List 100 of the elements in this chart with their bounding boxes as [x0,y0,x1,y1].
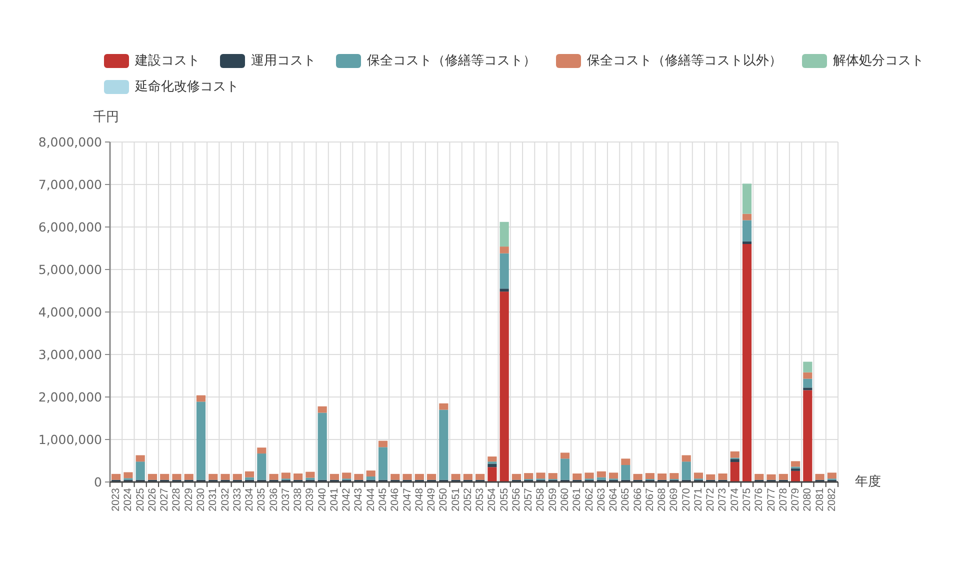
y-tick-label: 5,000,000 [38,262,102,277]
bar [658,474,667,480]
bar [439,410,448,480]
x-tick-label: 2077 [765,488,778,512]
x-tick-label: 2057 [522,488,535,512]
bar [488,464,497,468]
bar [500,246,509,254]
x-tick-label: 2044 [364,488,377,512]
x-tick-label: 2051 [450,488,462,512]
bar [366,476,376,480]
x-tick-label: 2028 [170,488,183,512]
bar [742,184,752,214]
bar [330,474,340,480]
y-tick-label: 1,000,000 [38,432,102,447]
x-tick-label: 2030 [195,488,207,512]
bar [426,474,436,480]
bar [160,474,170,480]
bar [208,474,218,480]
bar [730,459,740,462]
bar [463,474,472,480]
bar [560,452,570,459]
bar [342,472,352,479]
x-tick-label: 2032 [219,488,232,512]
x-tick-label: 2036 [268,488,280,512]
bar [754,474,764,480]
bar [803,388,812,390]
x-tick-label: 2048 [413,488,426,512]
bar [318,412,327,480]
x-tick-label: 2076 [753,488,766,512]
bar [439,403,448,410]
x-tick-label: 2047 [401,488,414,512]
bar [232,474,242,480]
bar [500,292,509,482]
bar [682,455,691,462]
x-tick-label: 2033 [231,488,244,512]
x-tick-label: 2072 [704,488,717,512]
bar [682,462,691,480]
bar [281,472,290,479]
bar [124,472,133,478]
bar [596,477,606,480]
y-tick-label: 2,000,000 [38,390,102,404]
y-tick-label: 7,000,000 [38,177,102,192]
bar [621,458,630,465]
bar [766,474,776,480]
x-tick-label: 2073 [716,488,729,512]
legend-label: 保全コスト（修繕等コスト以外） [587,54,782,68]
bar [378,447,388,480]
x-tick-label: 2049 [426,488,438,512]
bar [269,474,278,480]
x-tick-label: 2070 [680,488,692,512]
bar [244,477,254,480]
bar [790,470,800,482]
bar [621,465,630,480]
bar [500,288,509,292]
x-tick-label: 2074 [728,488,741,512]
x-tick-label: 2039 [304,488,316,512]
bar [500,253,509,289]
bar [294,474,303,480]
bar [718,474,728,480]
x-tick-label: 2025 [134,488,146,512]
x-tick-label: 2026 [146,488,158,512]
bar [172,474,182,480]
bar [136,462,145,480]
bar [148,474,158,480]
x-tick-label: 2037 [280,488,292,512]
bar [596,471,606,478]
bar [572,474,582,480]
bar [827,472,836,479]
bar [548,473,558,480]
x-tick-label: 2035 [256,488,268,512]
y-tick-label: 0 [94,474,102,490]
legend-label: 延命化改修コスト [134,80,239,94]
x-tick-label: 2031 [207,488,220,512]
x-tick-label: 2041 [328,488,340,512]
x-tick-label: 2054 [486,488,498,512]
x-tick-label: 2046 [389,488,402,512]
bar [196,395,206,402]
x-tick-label: 2024 [122,488,134,512]
bar [778,474,788,480]
x-tick-label: 2068 [656,488,668,512]
x-tick-label: 2067 [644,488,656,512]
bar [790,461,800,467]
x-tick-label: 2023 [110,488,122,512]
bar [390,474,400,480]
y-tick-label: 8,000,000 [38,134,102,150]
bar [451,474,460,480]
x-tick-label: 2038 [292,488,304,512]
legend-label: 保全コスト（修繕等コスト） [367,54,536,68]
legend-label: 解体処分コスト [833,54,924,68]
y-tick-label: 6,000,000 [38,220,102,234]
x-tick-label: 2064 [608,488,620,512]
bar [670,473,679,480]
bar [414,474,424,480]
bar [512,474,522,480]
x-tick-label: 2055 [498,488,510,512]
y-tick-label: 3,000,000 [38,347,102,362]
x-tick-label: 2034 [244,488,256,512]
bar [220,474,230,480]
x-tick-label: 2063 [595,488,608,512]
x-tick-label: 2078 [777,488,790,512]
